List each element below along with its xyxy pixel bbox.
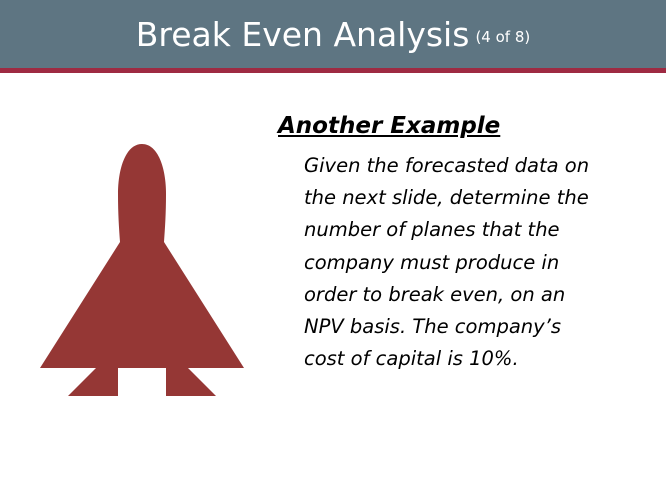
title-divider	[0, 68, 666, 73]
slide-title-main: Break Even Analysis	[135, 14, 470, 54]
body-paragraph: Given the forecasted data on the next sl…	[304, 154, 590, 371]
subheading: Another Example	[278, 113, 501, 139]
slide-counter: (4 of 8)	[475, 27, 531, 46]
title-bar: Break Even Analysis (4 of 8)	[0, 0, 666, 68]
airplane-icon	[40, 144, 244, 396]
slide-title: Break Even Analysis (4 of 8)	[136, 15, 530, 54]
content-area: Another Example Given the forecasted dat…	[278, 108, 658, 375]
